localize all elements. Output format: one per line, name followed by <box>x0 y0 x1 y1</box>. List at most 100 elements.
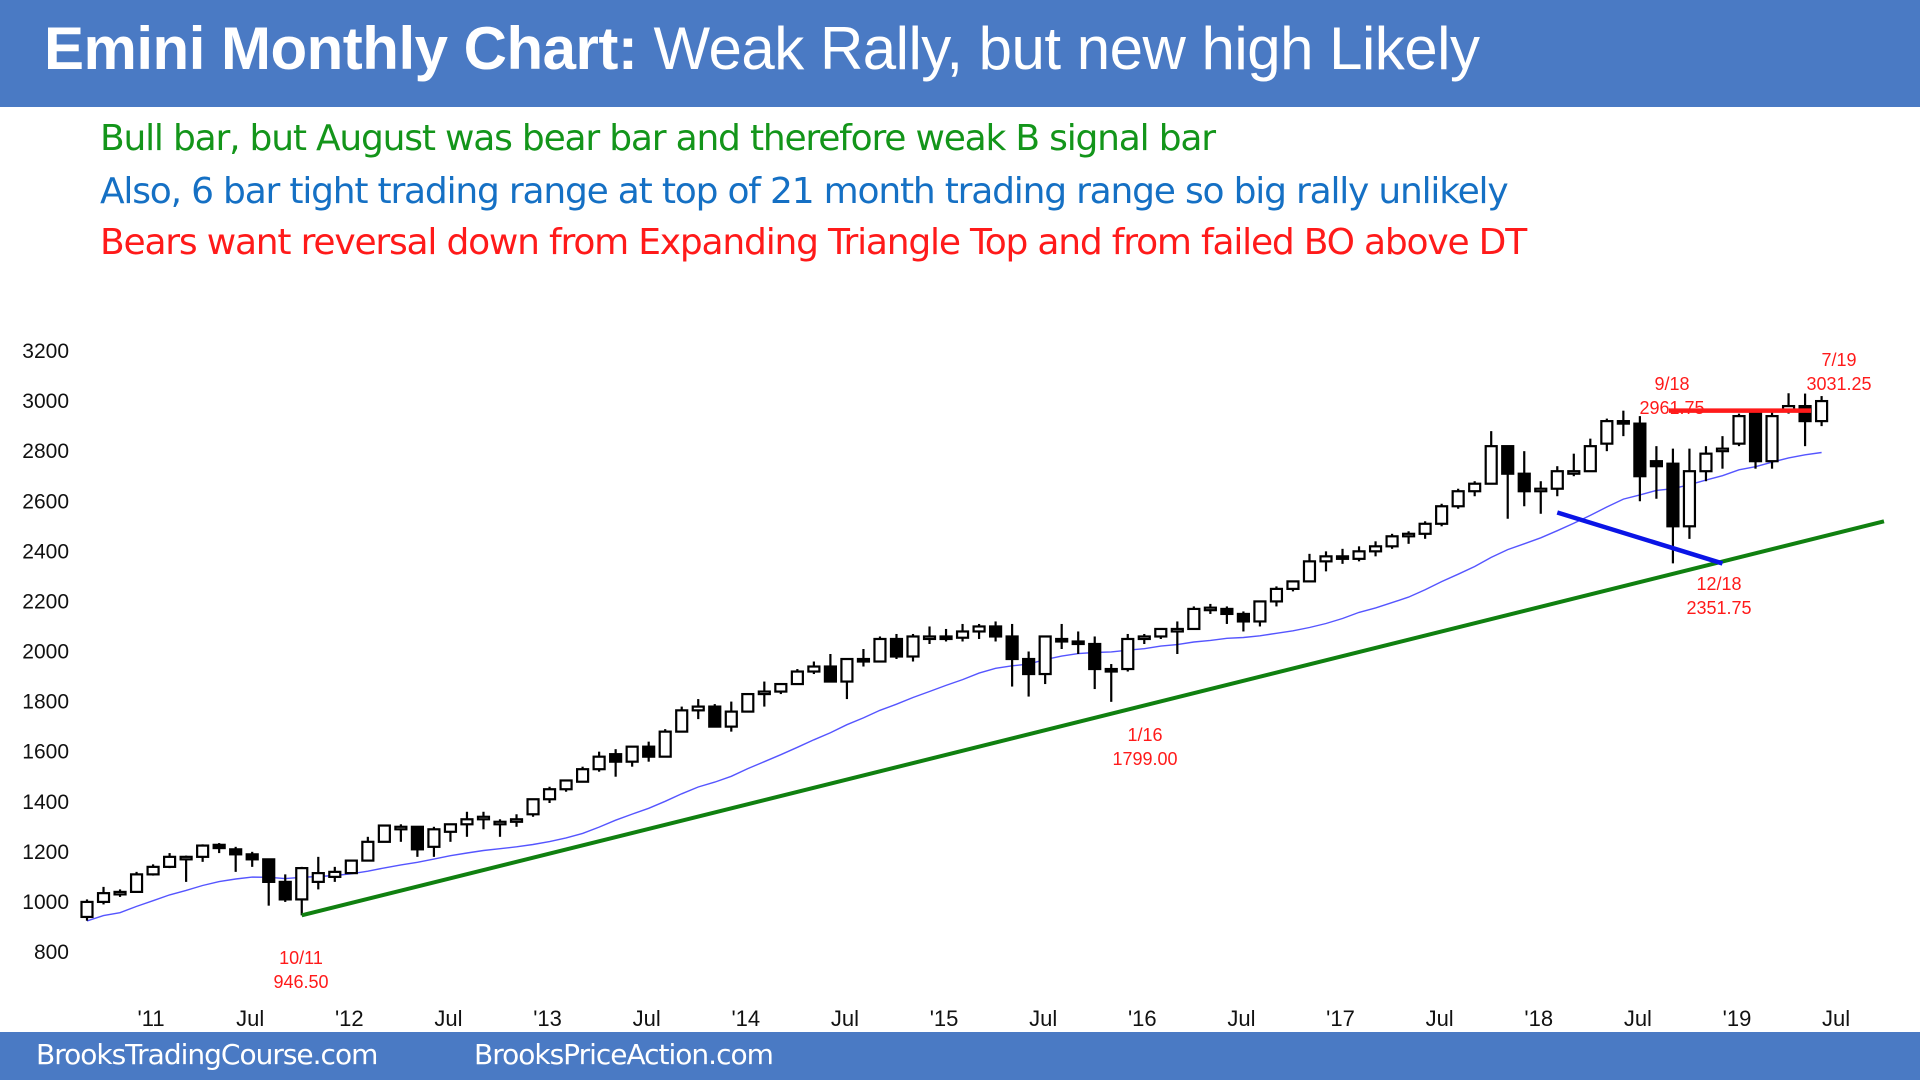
moving-average-line <box>86 451 1822 922</box>
candle <box>1633 416 1647 502</box>
trendline <box>301 519 1885 918</box>
annotation-price: 946.50 <box>273 972 328 992</box>
candle <box>972 623 986 639</box>
x-tick-label: Jul <box>1426 1006 1454 1031</box>
candle <box>741 692 755 713</box>
candle <box>1236 611 1251 632</box>
x-tick-label: Jul <box>1029 1006 1057 1031</box>
candle <box>708 704 722 728</box>
annotation-date: 1/16 <box>1127 725 1162 745</box>
candle <box>988 621 1003 642</box>
candle <box>1055 623 1069 649</box>
candle <box>691 699 705 720</box>
x-tick-label: Jul <box>831 1006 859 1031</box>
y-tick-label: 2000 <box>22 641 69 664</box>
candle <box>1071 631 1085 655</box>
candle <box>493 819 507 837</box>
x-tick-label: Jul <box>434 1006 462 1031</box>
candle <box>1269 586 1284 607</box>
candle <box>1567 453 1581 477</box>
candle <box>939 628 953 642</box>
candle <box>625 745 639 767</box>
annotation-price: 3031.25 <box>1806 374 1871 394</box>
x-tick-label: Jul <box>1822 1006 1850 1031</box>
footer-link-right[interactable]: BrooksPriceAction.com <box>474 1038 774 1071</box>
title-bar: Emini Monthly Chart: Weak Rally, but new… <box>0 0 1920 107</box>
candle <box>1715 436 1730 469</box>
candle <box>724 701 738 732</box>
candle <box>1501 445 1515 519</box>
candle <box>658 729 672 758</box>
annotation-price: 2351.75 <box>1686 598 1751 618</box>
candle <box>559 779 573 792</box>
candle <box>163 853 177 869</box>
y-tick-label: 3000 <box>22 390 69 413</box>
candle <box>229 846 243 872</box>
candle <box>1814 396 1829 427</box>
annotation-date: 9/18 <box>1654 374 1689 394</box>
candle <box>96 886 111 905</box>
candle <box>1038 635 1052 685</box>
candle <box>1368 541 1383 557</box>
candle <box>1534 481 1548 514</box>
y-tick-label: 1200 <box>22 841 69 864</box>
candle <box>790 669 804 686</box>
annotations: 10/11 946.50 1/16 1799.00 12/18 2351.75 9/18 29… <box>273 350 1871 992</box>
candle <box>1253 600 1267 627</box>
x-tick-label: '16 <box>1128 1006 1157 1031</box>
candle <box>394 824 408 842</box>
candle <box>1220 606 1234 624</box>
candle <box>1798 393 1812 447</box>
candle <box>1319 551 1333 572</box>
x-axis: '11 Jul '12 Jul '13 Jul '14 Jul '15 Jul '16 Jul '17 J… <box>138 1006 1851 1031</box>
footer-link-left[interactable]: BrooksTradingCourse.com <box>36 1038 378 1071</box>
y-tick-label: 2800 <box>22 440 69 463</box>
candle <box>873 636 887 663</box>
y-tick-label: 2200 <box>22 590 69 613</box>
candle <box>1682 448 1697 539</box>
candle <box>1401 531 1416 544</box>
y-tick-label: 3200 <box>22 340 69 363</box>
candle <box>1435 503 1449 527</box>
x-tick-label: Jul <box>1227 1006 1255 1031</box>
annotation-date: 12/18 <box>1696 574 1741 594</box>
candle <box>1187 606 1201 631</box>
candle <box>609 749 623 777</box>
candle <box>1600 418 1614 452</box>
candle <box>328 866 342 882</box>
x-tick-label: Jul <box>236 1006 264 1031</box>
candle <box>575 766 590 783</box>
candle <box>460 811 474 837</box>
candle <box>757 681 771 707</box>
candle <box>1517 451 1531 507</box>
candle <box>1385 533 1399 549</box>
candle <box>840 657 854 700</box>
candle <box>361 836 375 862</box>
candle <box>377 824 391 843</box>
candle <box>856 648 871 667</box>
note-bears: Bears want reversal down from Expanding … <box>100 222 1527 263</box>
annotation-date: 7/19 <box>1821 350 1856 370</box>
note-bull: Bull bar, but August was bear bar and th… <box>100 118 1216 159</box>
note-range: Also, 6 bar tight trading range at top o… <box>100 171 1509 212</box>
candle <box>129 871 144 894</box>
candle <box>427 826 441 857</box>
candle <box>476 811 491 830</box>
candle <box>1550 466 1564 497</box>
candle <box>245 851 259 867</box>
annotation-date: 10/11 <box>279 948 323 968</box>
x-tick-label: '13 <box>533 1006 562 1031</box>
x-tick-label: '11 <box>138 1006 165 1031</box>
candle <box>1302 553 1317 583</box>
candle <box>295 866 309 916</box>
candle <box>1286 580 1300 592</box>
candle <box>1699 446 1713 482</box>
x-tick-label: Jul <box>1624 1006 1652 1031</box>
y-tick-label: 1400 <box>22 791 69 814</box>
trendlines <box>301 408 1885 918</box>
candle <box>774 682 788 695</box>
title-bold: Emini Monthly Chart: <box>44 15 638 82</box>
candle <box>955 623 970 642</box>
candle <box>1121 633 1135 672</box>
title-rest: Weak Rally, but new high Likely <box>637 15 1480 82</box>
